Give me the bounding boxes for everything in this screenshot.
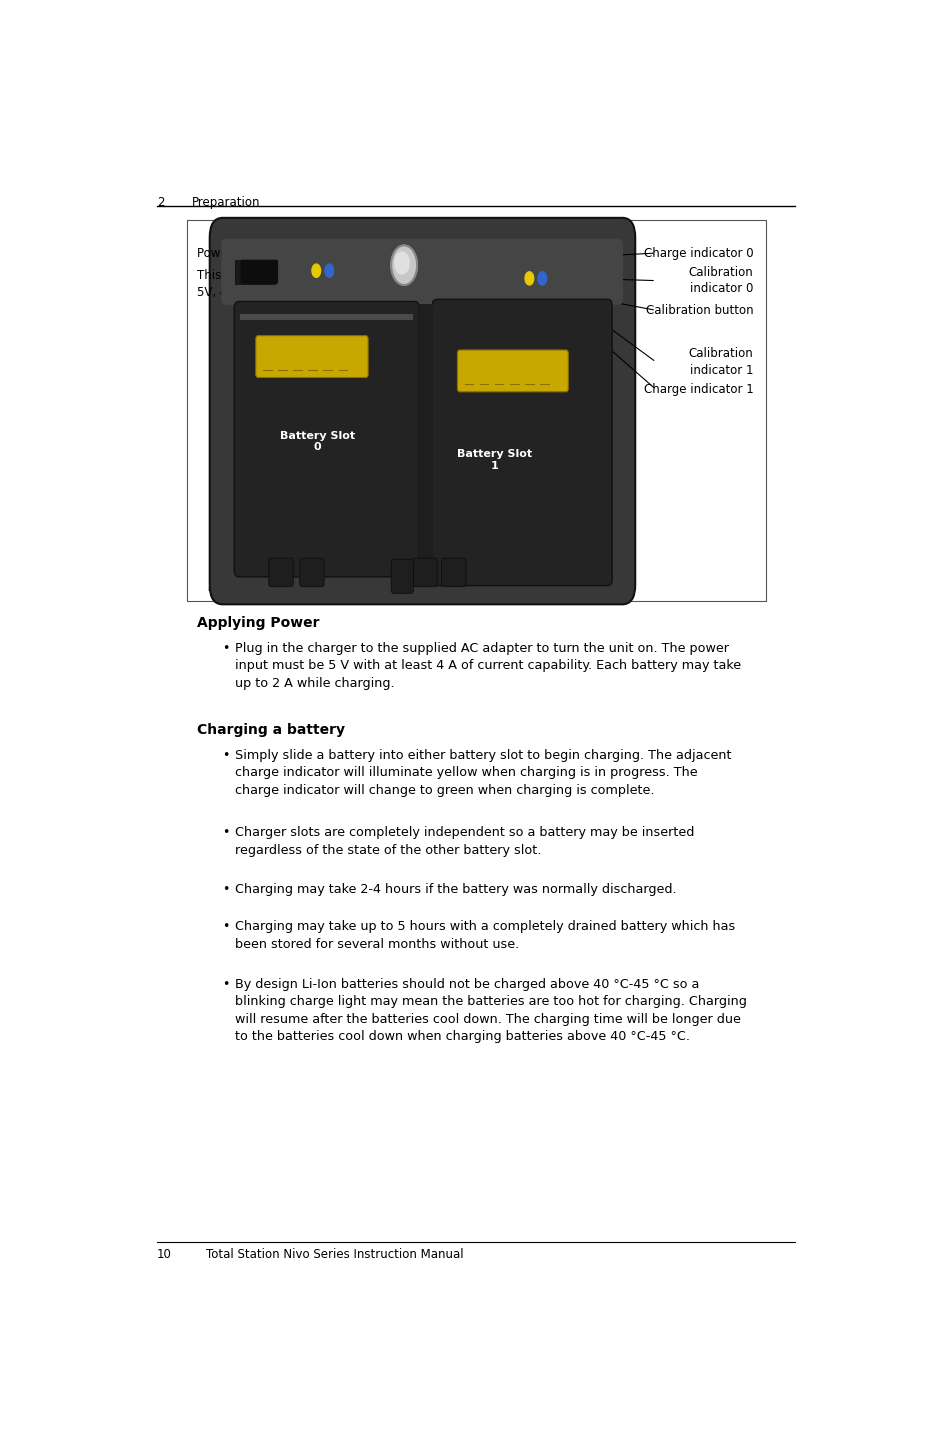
Text: Total Station Nivo Series Instruction Manual: Total Station Nivo Series Instruction Ma… [206,1248,463,1261]
Text: •: • [222,884,229,897]
Text: Charge indicator 1: Charge indicator 1 [643,383,753,396]
FancyBboxPatch shape [268,558,293,586]
Text: Calibration button: Calibration button [645,303,753,317]
Bar [418,303,432,573]
Bar [187,220,765,601]
Text: 2: 2 [157,196,164,209]
FancyBboxPatch shape [432,299,612,586]
Text: This will read
5V, 4A: This will read 5V, 4A [198,269,276,299]
Text: •: • [222,978,229,991]
Text: Charging a battery: Charging a battery [198,724,345,738]
Polygon shape [210,229,634,591]
Circle shape [391,246,417,285]
Text: Calibration
indicator 1: Calibration indicator 1 [688,347,753,378]
FancyBboxPatch shape [255,336,367,378]
Text: Charger slots are completely independent so a battery may be inserted
regardless: Charger slots are completely independent… [235,827,693,857]
FancyBboxPatch shape [391,559,413,593]
Text: Simply slide a battery into either battery slot to begin charging. The adjacent
: Simply slide a battery into either batte… [235,748,730,797]
Text: Battery Slot
1: Battery Slot 1 [456,449,531,470]
Text: •: • [222,921,229,934]
FancyBboxPatch shape [240,260,277,285]
Text: •: • [222,748,229,762]
Text: Calibration
indicator 0: Calibration indicator 0 [688,266,753,296]
Bar [235,260,275,285]
Text: Charging may take 2-4 hours if the battery was normally discharged.: Charging may take 2-4 hours if the batte… [235,884,676,897]
Text: By design Li-Ion batteries should not be charged above 40 °C-45 °C so a
blinking: By design Li-Ion batteries should not be… [235,978,746,1042]
FancyBboxPatch shape [300,558,324,586]
Circle shape [524,272,533,285]
Text: Charging may take up to 5 hours with a completely drained battery which has
been: Charging may take up to 5 hours with a c… [235,921,734,951]
Text: Case
“Top” edge: Case “Top” edge [459,276,525,305]
Circle shape [537,272,546,285]
Bar [239,313,412,320]
Text: Battery Slot
0: Battery Slot 0 [280,430,354,452]
Text: •: • [222,642,229,655]
Text: Applying Power: Applying Power [198,616,319,631]
Text: Plug in the charger to the supplied AC adapter to turn the unit on. The power
in: Plug in the charger to the supplied AC a… [235,642,741,689]
Bar [618,246,626,573]
Text: Preparation: Preparation [191,196,260,209]
Bar [227,579,626,592]
FancyBboxPatch shape [221,239,623,305]
FancyBboxPatch shape [210,217,635,605]
FancyBboxPatch shape [441,558,466,586]
FancyBboxPatch shape [234,302,419,576]
Text: Power jack: Power jack [198,246,261,260]
Text: 10: 10 [157,1248,172,1261]
Text: Charge indicator 0: Charge indicator 0 [643,246,753,260]
Text: •: • [222,827,229,839]
FancyBboxPatch shape [457,350,568,392]
FancyBboxPatch shape [412,558,437,586]
Circle shape [394,252,408,275]
Circle shape [325,265,333,277]
Circle shape [312,265,320,277]
